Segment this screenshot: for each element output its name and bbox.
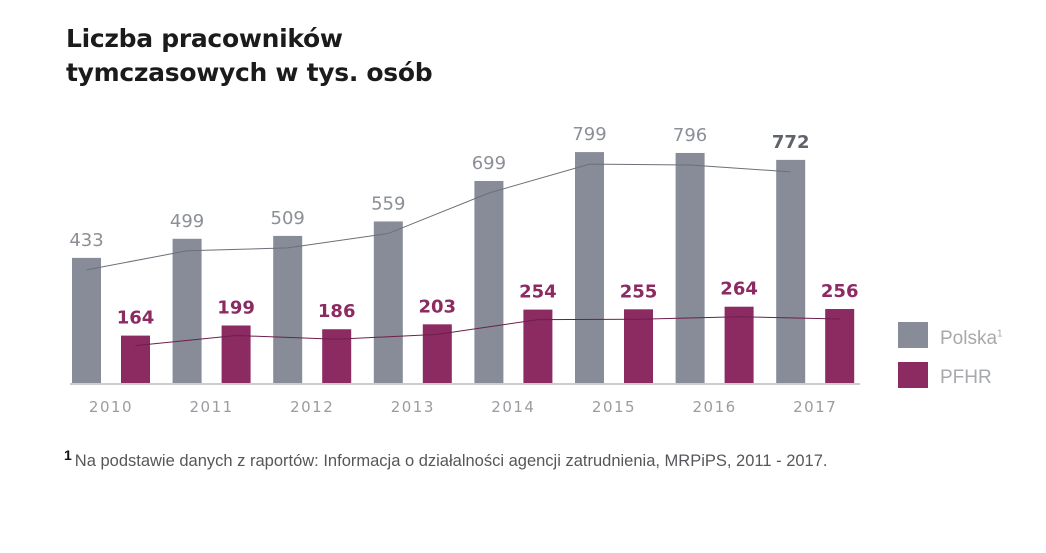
bar-pfhr-2011 [221, 325, 251, 383]
data-label-polska-2010: 433 [69, 230, 103, 251]
data-label-pfhr-2010: 164 [117, 308, 155, 329]
bar-polska-2017 [776, 159, 806, 383]
data-label-polska-2016: 796 [673, 125, 707, 146]
bar-pfhr-2014 [523, 309, 553, 383]
legend-swatch-pfhr [898, 362, 928, 388]
data-label-pfhr-2011: 199 [217, 297, 255, 318]
x-tick-label-2013: 2013 [391, 398, 435, 416]
legend-label-pfhr: PFHR [940, 367, 992, 388]
bar-polska-2010 [72, 257, 101, 383]
bar-pfhr-2015 [624, 309, 653, 383]
bar-polska-2015 [575, 152, 604, 383]
legend-text-polska: Polska [940, 328, 998, 349]
data-label-polska-2015: 799 [572, 124, 606, 145]
data-label-pfhr-2012: 186 [318, 301, 356, 322]
data-label-polska-2011: 499 [170, 211, 204, 232]
bar-polska-2016 [675, 152, 705, 383]
trend-line-polska [86, 163, 791, 271]
x-tick-label-2017: 2017 [793, 398, 837, 416]
data-label-pfhr-2014: 254 [519, 282, 557, 303]
bar-polska-2012 [273, 235, 303, 383]
x-tick-label-2015: 2015 [592, 398, 636, 416]
footnote-text: Na podstawie danych z raportów: Informac… [74, 452, 828, 470]
footnote: 1 Na podstawie danych z raportów: Informa… [64, 447, 828, 471]
x-tick-label-2011: 2011 [190, 398, 234, 416]
x-tick-label-2016: 2016 [693, 398, 737, 416]
data-label-pfhr-2016: 264 [720, 279, 758, 300]
footnote-mark: 1 [64, 447, 72, 463]
bar-polska-2011 [172, 238, 202, 383]
trend-line-pfhr [135, 316, 840, 347]
bar-polska-2013 [373, 221, 403, 383]
chart-title: Liczba pracowników tymczasowych w tys. o… [66, 22, 433, 90]
bar-pfhr-2010 [121, 335, 150, 383]
legend-footnote-mark: 1 [997, 328, 1003, 340]
chart-title-line-2: tymczasowych w tys. osób [66, 58, 433, 87]
data-label-polska-2014: 699 [472, 153, 506, 174]
data-label-pfhr-2017: 256 [821, 281, 859, 302]
data-label-polska-2017: 772 [772, 132, 810, 153]
bar-polska-2014 [474, 180, 504, 383]
bar-pfhr-2012 [322, 329, 352, 383]
data-label-pfhr-2013: 203 [419, 296, 457, 317]
x-tick-label-2010: 2010 [89, 398, 133, 416]
legend-swatch-polska [898, 322, 928, 348]
data-label-polska-2012: 509 [271, 208, 305, 229]
legend-label-polska: Polska1 [940, 328, 1003, 350]
chart-title-line-1: Liczba pracowników [66, 24, 343, 53]
x-tick-label-2012: 2012 [290, 398, 334, 416]
data-label-polska-2013: 559 [371, 193, 405, 214]
bar-pfhr-2017 [825, 309, 855, 383]
bar-pfhr-2016 [724, 306, 754, 383]
x-tick-label-2014: 2014 [491, 398, 535, 416]
data-label-pfhr-2015: 255 [620, 281, 658, 302]
